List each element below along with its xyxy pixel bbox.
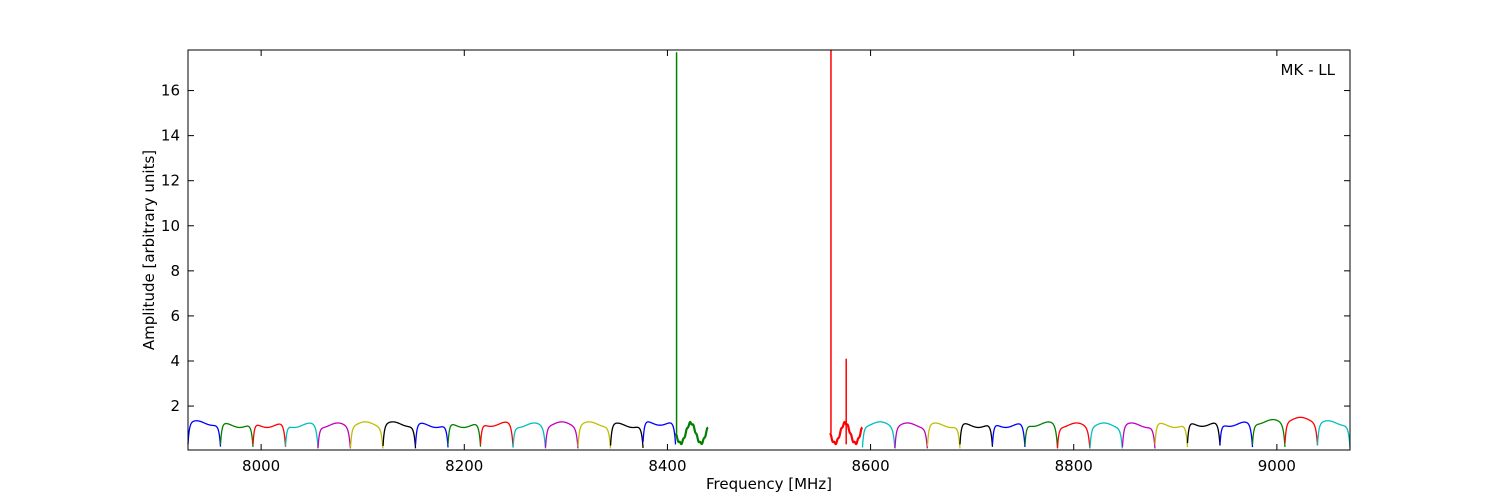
x-tick-label: 8600 (851, 457, 889, 475)
annotation-label: MK - LL (1281, 61, 1336, 79)
x-tick-label: 9000 (1258, 457, 1296, 475)
series-band (187, 420, 222, 447)
series-band (219, 422, 254, 448)
series-band (861, 421, 896, 449)
series-band (1284, 416, 1319, 446)
y-tick-label: 4 (170, 352, 180, 370)
series-band (512, 422, 547, 449)
series-band (447, 423, 482, 447)
y-tick-label: 6 (170, 307, 180, 325)
x-axis-label: Frequency [MHz] (706, 475, 832, 493)
ticks-layer: 8000 8200 8400 8600 8800 9000 2 4 6 8 10 12 14 16 (161, 50, 1350, 475)
series-band (894, 422, 929, 449)
series-band (479, 421, 514, 447)
series-band (382, 421, 417, 449)
y-tick-label: 2 (170, 397, 180, 415)
series-layer (187, 50, 1351, 449)
series-band (959, 423, 994, 447)
series-band (1024, 421, 1059, 448)
x-tick-label: 8400 (648, 457, 686, 475)
series-band (1089, 422, 1124, 449)
series-band (577, 421, 612, 449)
series-band (317, 422, 352, 449)
y-tick-label: 12 (161, 172, 180, 190)
series-band (1219, 421, 1254, 448)
series-band (609, 422, 644, 448)
plot-frame (187, 49, 1351, 451)
series-band (284, 422, 319, 449)
series-band (642, 421, 677, 445)
y-tick-label: 16 (161, 82, 180, 100)
series-band (1186, 422, 1221, 446)
series-band (1056, 422, 1091, 449)
y-tick-label: 14 (161, 127, 180, 145)
series-band (926, 422, 961, 449)
series-band (1316, 420, 1351, 448)
x-tick-label: 8000 (242, 457, 280, 475)
series-band (1121, 422, 1156, 449)
y-axis-label: Amplitude [arbitrary units] (140, 150, 158, 350)
x-tick-label: 8200 (445, 457, 483, 475)
y-tick-label: 8 (170, 262, 180, 280)
series-band (1251, 418, 1286, 448)
series-band (674, 420, 709, 446)
x-tick-label: 8800 (1055, 457, 1093, 475)
series-band (414, 422, 449, 448)
series-band (1154, 422, 1189, 448)
series-band (349, 421, 384, 449)
series-band (991, 423, 1026, 448)
plot-background (188, 50, 1350, 450)
series-band (544, 421, 579, 449)
series-band (252, 423, 287, 447)
y-tick-label: 10 (161, 217, 180, 235)
